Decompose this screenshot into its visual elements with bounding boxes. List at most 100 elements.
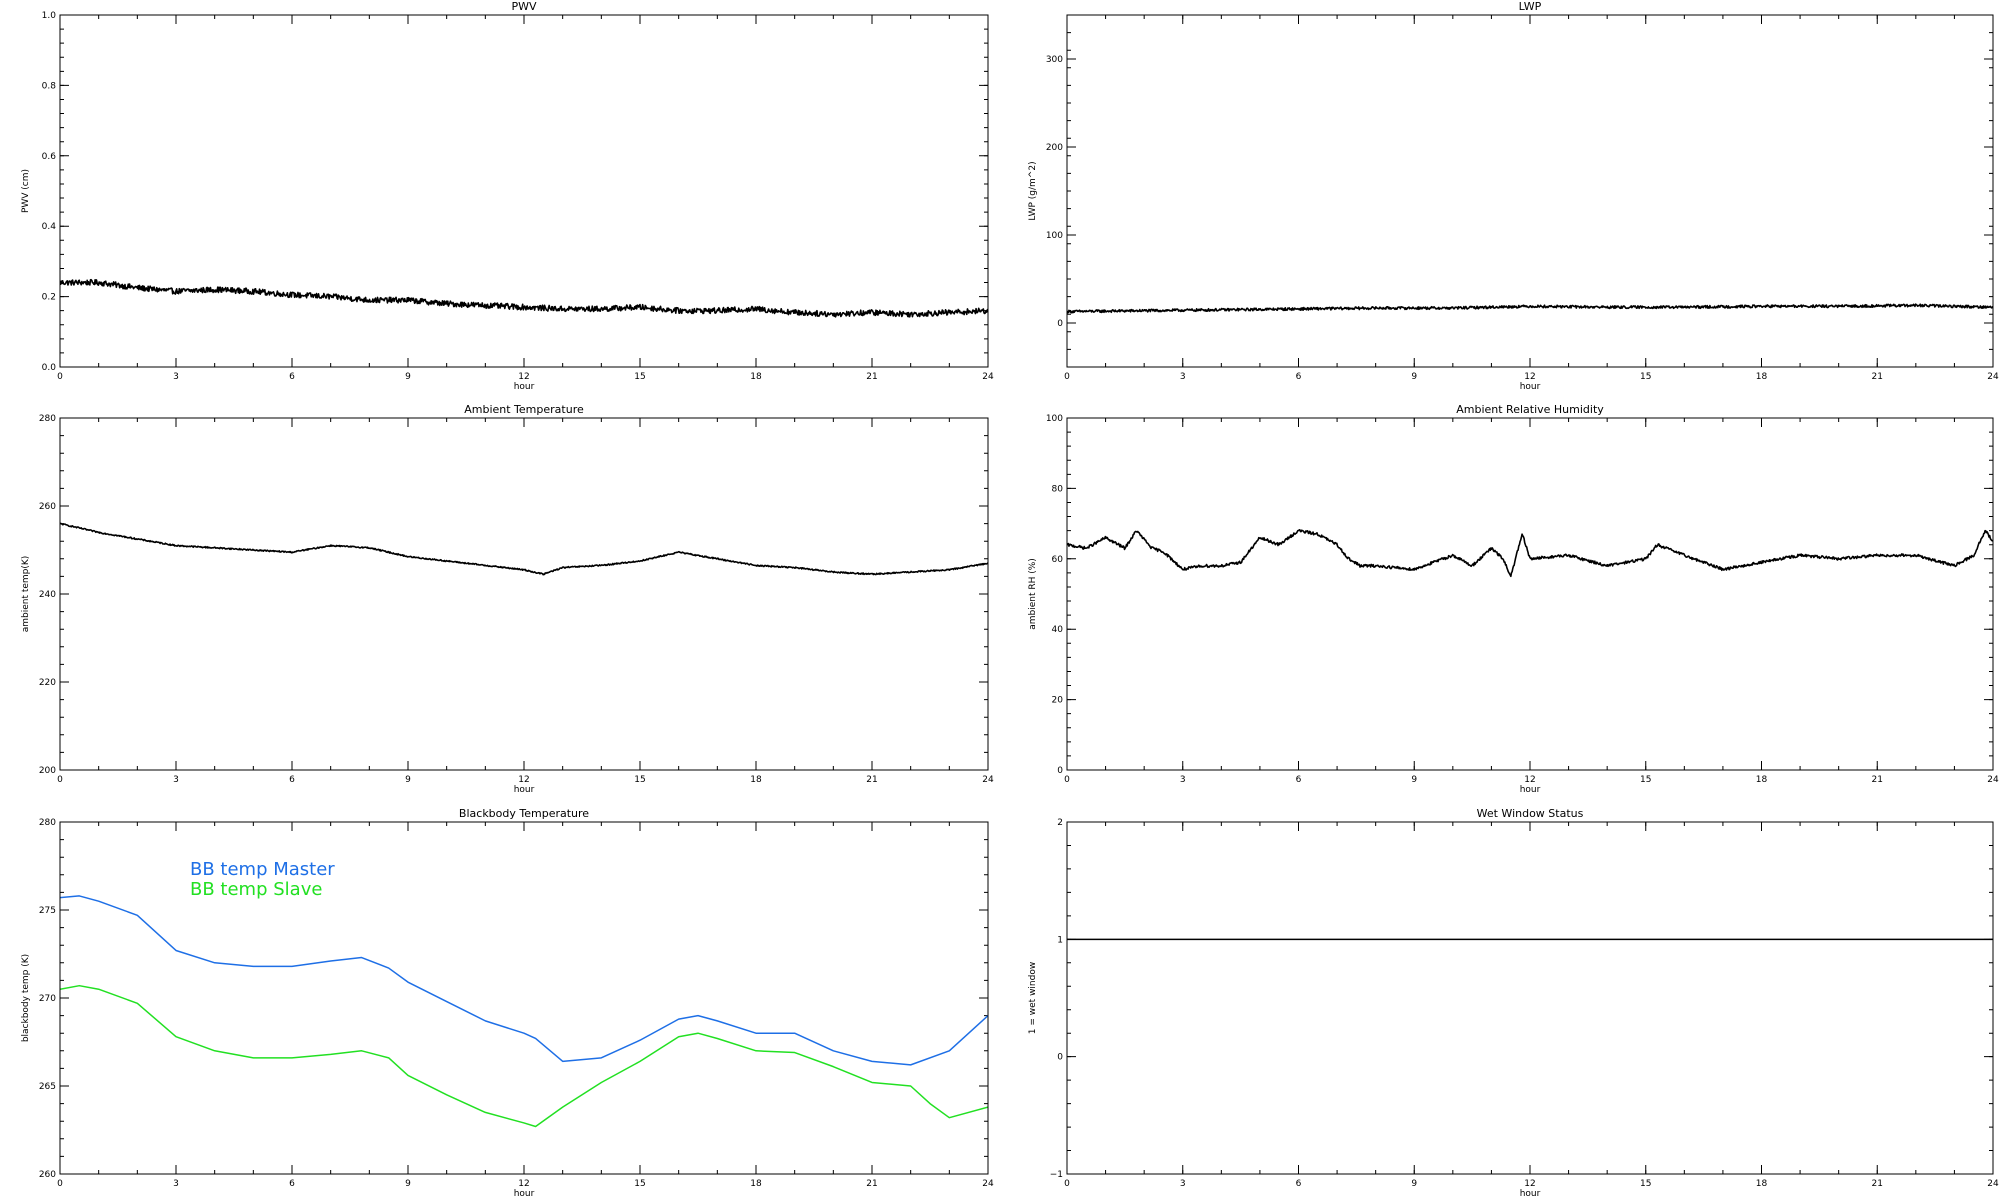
plot-frame xyxy=(59,417,989,771)
series-line-1 xyxy=(1067,303,1993,314)
series-line-1 xyxy=(1067,528,1993,578)
x-tick-label: 6 xyxy=(1296,372,1302,382)
x-tick-label: 18 xyxy=(1756,372,1768,382)
plot-frame xyxy=(1066,417,1994,771)
x-tick-label: 12 xyxy=(518,372,529,382)
chart-title: Blackbody Temperature xyxy=(459,807,589,820)
y-tick-label: 1.0 xyxy=(42,11,57,21)
y-axis-label: 1 = wet window xyxy=(1028,962,1038,1034)
x-axis-label: hour xyxy=(514,1189,535,1199)
chart-title: Ambient Temperature xyxy=(464,403,584,416)
chart-title: PWV xyxy=(511,0,537,13)
y-tick-label: 2 xyxy=(1057,818,1063,828)
series-line-1 xyxy=(60,278,988,318)
x-tick-label: 12 xyxy=(518,775,529,785)
y-tick-label: 220 xyxy=(39,678,56,688)
chart-panel-2: LWP LWP (g/m^2) hour 0 3 6 9 12 15 18 21 24 0 100 200 3… xyxy=(1028,0,1999,392)
x-axis-label: hour xyxy=(1520,1189,1541,1199)
x-tick-label: 24 xyxy=(1987,372,1999,382)
x-tick-label: 15 xyxy=(634,775,645,785)
x-tick-label: 9 xyxy=(405,1179,411,1189)
x-tick-label: 12 xyxy=(1524,775,1535,785)
y-tick-label: 100 xyxy=(1046,414,1063,424)
y-tick-label: 0.2 xyxy=(42,293,56,303)
y-tick-label: 100 xyxy=(1046,231,1063,241)
y-tick-label: 1 xyxy=(1057,935,1063,945)
x-tick-label: 24 xyxy=(1987,1179,1999,1189)
x-tick-label: 0 xyxy=(1064,1179,1070,1189)
x-tick-label: 21 xyxy=(1872,775,1883,785)
x-tick-label: 9 xyxy=(1411,372,1417,382)
x-tick-label: 0 xyxy=(1064,775,1070,785)
x-tick-label: 3 xyxy=(173,372,179,382)
y-tick-label: 280 xyxy=(39,414,56,424)
x-tick-label: 0 xyxy=(57,775,63,785)
x-tick-label: 6 xyxy=(1296,775,1302,785)
x-tick-label: 15 xyxy=(634,1179,645,1189)
x-axis-label: hour xyxy=(1520,382,1541,392)
x-tick-label: 12 xyxy=(1524,1179,1535,1189)
x-tick-label: 3 xyxy=(1180,775,1186,785)
y-tick-label: 0.8 xyxy=(42,81,57,91)
minor-ticks xyxy=(1066,417,1994,771)
x-tick-label: 9 xyxy=(405,775,411,785)
minor-ticks xyxy=(59,417,989,771)
y-axis-label: LWP (g/m^2) xyxy=(1028,161,1038,220)
x-tick-label: 0 xyxy=(57,372,63,382)
y-tick-label: 80 xyxy=(1052,484,1064,494)
x-tick-label: 18 xyxy=(1756,1179,1768,1189)
x-tick-label: 24 xyxy=(982,1179,994,1189)
x-tick-label: 18 xyxy=(1756,775,1768,785)
x-axis-label: hour xyxy=(1520,785,1541,795)
y-axis-label: PWV (cm) xyxy=(21,169,31,213)
y-tick-label: 260 xyxy=(39,502,56,512)
x-tick-label: 15 xyxy=(634,372,645,382)
x-tick-label: 0 xyxy=(1064,372,1070,382)
y-tick-label: 270 xyxy=(39,994,56,1004)
minor-ticks xyxy=(1066,821,1994,1175)
x-tick-label: 21 xyxy=(866,372,877,382)
x-tick-label: 6 xyxy=(289,775,295,785)
y-tick-label: 0 xyxy=(1057,1053,1063,1063)
y-axis-label: ambient temp(K) xyxy=(21,556,31,633)
plot-frame xyxy=(59,821,989,1175)
y-tick-label: 40 xyxy=(1052,625,1064,635)
x-tick-label: 21 xyxy=(1872,1179,1883,1189)
x-tick-label: 3 xyxy=(173,1179,179,1189)
plot-frame xyxy=(1066,821,1994,1175)
chart-title: Ambient Relative Humidity xyxy=(1456,403,1604,416)
x-tick-label: 21 xyxy=(1872,372,1883,382)
chart-panel-6: Wet Window Status 1 = wet window hour 0 3 6 9 1… xyxy=(1028,807,1999,1199)
legend-entry: BB temp Slave xyxy=(190,879,322,900)
chart-panel-4: Ambient Relative Humidity ambient RH (%) h… xyxy=(1028,403,1999,795)
y-tick-label: 0 xyxy=(1057,766,1063,776)
x-tick-label: 21 xyxy=(866,775,877,785)
y-axis-label: ambient RH (%) xyxy=(1028,558,1038,630)
x-axis-label: hour xyxy=(514,785,535,795)
x-axis-label: hour xyxy=(514,382,535,392)
y-tick-label: 0 xyxy=(1057,319,1063,329)
x-tick-label: 24 xyxy=(982,775,994,785)
x-tick-label: 9 xyxy=(1411,775,1417,785)
x-tick-label: 6 xyxy=(289,372,295,382)
chart-panel-5: Blackbody Temperature blackbody temp (K) h… xyxy=(21,807,994,1199)
series-line-2 xyxy=(60,984,988,1128)
x-tick-label: 15 xyxy=(1640,372,1651,382)
y-tick-label: 300 xyxy=(1046,55,1063,65)
y-tick-label: 20 xyxy=(1052,696,1064,706)
x-tick-label: 24 xyxy=(1987,775,1999,785)
series-line-1 xyxy=(60,522,988,576)
x-tick-label: 24 xyxy=(982,372,994,382)
x-tick-label: 6 xyxy=(289,1179,295,1189)
y-tick-label: 275 xyxy=(39,906,56,916)
y-tick-label: 280 xyxy=(39,818,56,828)
y-tick-label: 200 xyxy=(39,766,56,776)
x-tick-label: 18 xyxy=(750,775,762,785)
y-tick-label: 260 xyxy=(39,1170,56,1180)
x-tick-label: 9 xyxy=(405,372,411,382)
series-line-1 xyxy=(60,895,988,1066)
x-tick-label: 12 xyxy=(518,1179,529,1189)
y-tick-label: 60 xyxy=(1052,555,1064,565)
y-tick-label: −1 xyxy=(1050,1170,1063,1180)
